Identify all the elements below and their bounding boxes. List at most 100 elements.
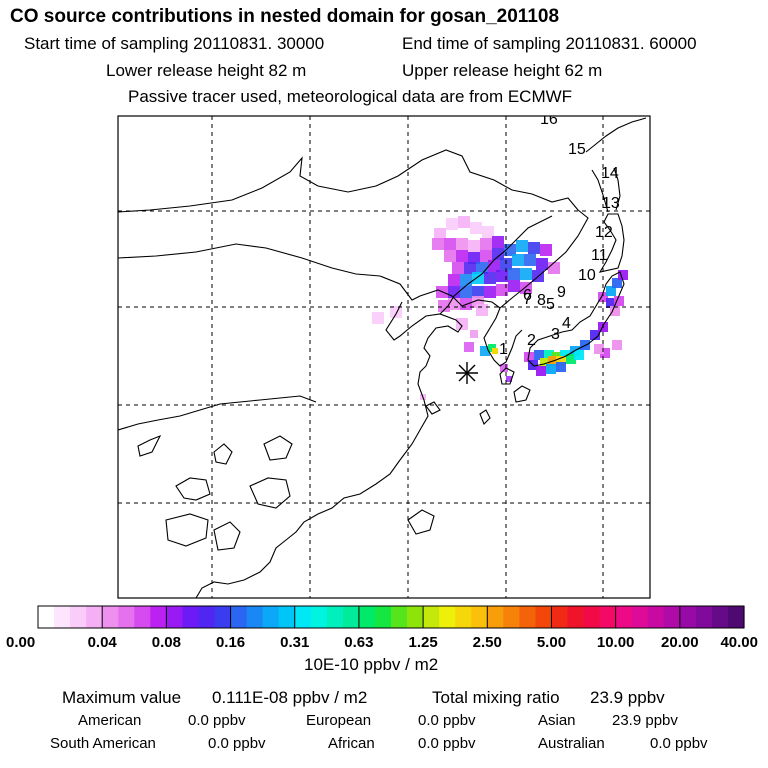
heat-cell	[540, 358, 550, 368]
colorbar-cell	[679, 606, 697, 628]
colorbar-cell	[150, 606, 167, 628]
heat-cell	[600, 348, 610, 358]
colorbar-cell	[567, 606, 585, 628]
colorbar-cell	[342, 606, 360, 628]
heat-cell	[480, 238, 492, 250]
heat-cell	[464, 262, 476, 274]
heat-cell	[606, 298, 616, 308]
end-time-label: End time of sampling 20110831. 60000	[402, 34, 697, 53]
colorbar-cell	[166, 606, 184, 628]
colorbar-cell	[711, 606, 729, 628]
colorbar-cell	[503, 606, 520, 628]
heat-cell	[456, 318, 468, 330]
colorbar-cell	[647, 606, 665, 628]
australian-value: 0.0 ppbv	[650, 735, 708, 752]
colorbar: 0.00 0.04 0.08 0.16 0.31 0.63 1.25 2.50 5.00 10.0…	[6, 605, 758, 651]
heat-cell	[520, 282, 532, 294]
heat-cell	[618, 270, 628, 280]
coastline-layer	[118, 117, 647, 598]
heat-cell	[594, 344, 604, 354]
colorbar-cell	[423, 606, 440, 628]
heat-cell	[452, 262, 464, 274]
heat-cell	[470, 330, 478, 338]
colorbar-cell	[631, 606, 649, 628]
heat-cell	[610, 306, 620, 316]
heat-cell	[500, 364, 508, 372]
max-value-label: Maximum value	[62, 688, 182, 707]
colorbar-cell	[583, 606, 601, 628]
heat-cell	[472, 286, 484, 298]
colorbar-cell	[695, 606, 713, 628]
heat-cell	[512, 254, 524, 266]
american-label: American	[78, 712, 142, 729]
heat-cell	[444, 238, 456, 250]
marker-label-2: 2	[527, 332, 536, 349]
marker-label-5: 5	[546, 296, 555, 313]
heat-cell	[456, 250, 468, 262]
colorbar-cell	[358, 606, 376, 628]
colorbar-cell	[407, 606, 424, 628]
colorbar-cell	[70, 606, 87, 628]
heat-cell	[496, 284, 508, 296]
colorbar-cell	[118, 606, 135, 628]
station-markers: 1 2 3 4 5 6 7 8 9 10 11 12 13 14 15 16	[499, 116, 620, 358]
heat-cell	[574, 350, 584, 360]
heat-cell	[508, 280, 520, 292]
heat-cell	[492, 248, 504, 260]
marker-label-3: 3	[551, 326, 560, 343]
asian-label: Asian	[538, 712, 576, 729]
south-american-label: South American	[50, 735, 156, 752]
colorbar-cell	[54, 606, 71, 628]
colorbar-cell	[198, 606, 216, 628]
heat-cell	[496, 270, 508, 282]
heat-cell	[590, 330, 600, 340]
colorbar-cell	[38, 606, 55, 628]
marker-label-8: 8	[537, 292, 546, 309]
lower-release-label: Lower release height 82 m	[106, 61, 307, 80]
marker-label-9: 9	[557, 284, 566, 301]
african-value: 0.0 ppbv	[418, 735, 476, 752]
heat-cell	[556, 356, 566, 366]
colorbar-tick-label: 2.50	[473, 634, 502, 651]
european-value: 0.0 ppbv	[418, 712, 476, 729]
upper-release-label: Upper release height 62 m	[402, 61, 603, 80]
receptor-star-icon	[456, 362, 478, 384]
colorbar-tick-label: 1.25	[408, 634, 437, 651]
heat-cell	[612, 340, 622, 350]
colorbar-cell	[102, 606, 119, 628]
marker-label-13: 13	[602, 195, 620, 212]
marker-label-7: 7	[523, 291, 532, 308]
colorbar-cell	[278, 606, 296, 628]
heat-cell	[456, 238, 468, 250]
marker-label-6: 6	[523, 287, 532, 304]
american-value: 0.0 ppbv	[188, 712, 246, 729]
colorbar-cell	[663, 606, 681, 628]
colorbar-cell	[535, 606, 553, 628]
colorbar-cell	[310, 606, 328, 628]
colorbar-tick-label: 0.00	[6, 634, 35, 651]
heat-cell	[556, 362, 566, 372]
australian-label: Australian	[538, 735, 605, 752]
marker-label-12: 12	[595, 224, 613, 241]
heat-cell	[468, 240, 480, 252]
lat-lon-grid	[118, 116, 650, 598]
heat-cell	[540, 244, 552, 256]
heat-cell	[598, 292, 608, 302]
marker-label-15: 15	[568, 141, 586, 158]
tracer-label: Passive tracer used, meteorological data…	[128, 87, 573, 106]
heat-cell	[480, 250, 492, 262]
start-time-label: Start time of sampling 20110831. 30000	[24, 34, 325, 53]
marker-label-4: 4	[562, 315, 571, 332]
heat-cell	[536, 258, 548, 270]
heat-cell	[482, 226, 494, 238]
heat-cell	[444, 250, 456, 262]
colorbar-tick-label: 20.00	[661, 634, 699, 651]
heat-cell	[524, 254, 536, 266]
heat-cell	[484, 286, 496, 298]
heat-cell	[506, 376, 512, 382]
heat-cell	[544, 350, 554, 360]
marker-label-10: 10	[578, 267, 596, 284]
heat-cell	[480, 346, 490, 356]
colorbar-unit-label: 10E-10 ppbv / m2	[304, 655, 439, 674]
